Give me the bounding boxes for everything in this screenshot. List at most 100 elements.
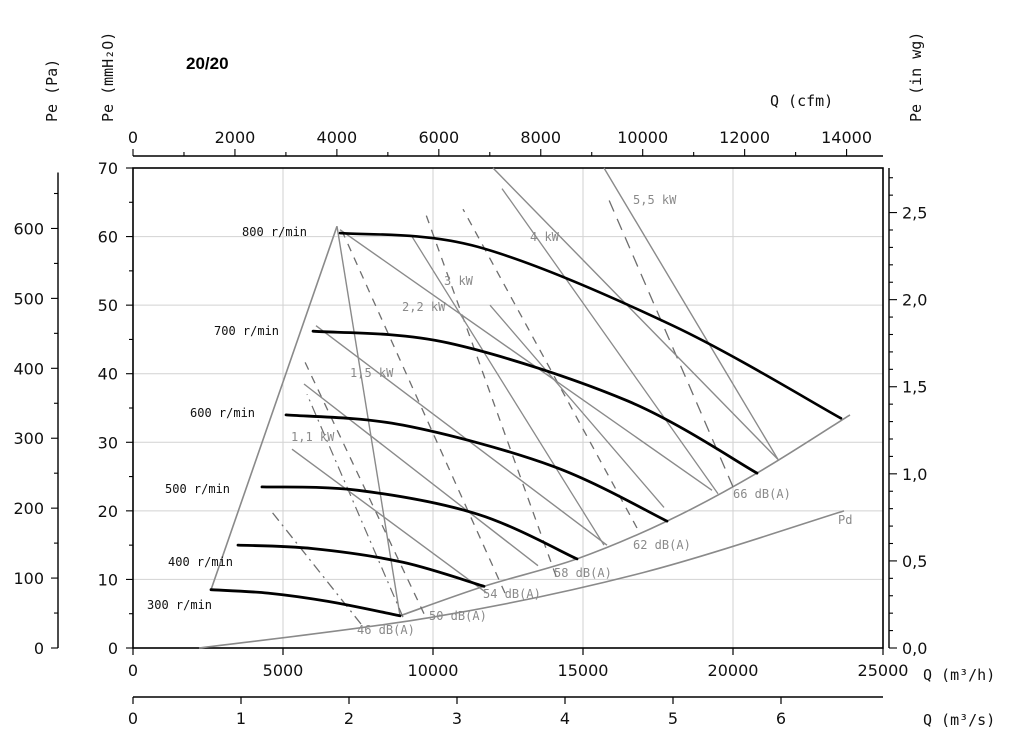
sound-line-5 — [606, 195, 734, 488]
tick-label-m3s-5: 5 — [668, 709, 678, 728]
tick-label-pa-4: 400 — [13, 359, 44, 378]
tick-label-mmh2o-3: 30 — [98, 433, 118, 452]
power-lines — [291, 167, 779, 594]
sound-line-1 — [303, 359, 425, 614]
sound-label-2: 54 dB(A) — [483, 587, 541, 601]
speed-label-3: 600 r/min — [190, 406, 255, 420]
tick-label-mmh2o-0: 0 — [108, 639, 118, 658]
power-label-1: 1,5 kW — [350, 366, 394, 380]
power-line-2 — [315, 325, 608, 546]
y-axis-inwg: 0,0 0,5 1,0 1,5 2,0 2,5 — [888, 168, 927, 658]
power-label-5: 5,5 kW — [633, 193, 677, 207]
x-axis-m3s: 0 1 2 3 4 5 6 — [128, 696, 883, 728]
tick-label-m3h-1: 5000 — [263, 661, 304, 680]
y-axis-mmh2o: 0 10 20 30 40 50 60 70 — [98, 159, 133, 658]
sound-line-2 — [342, 232, 506, 594]
tick-label-mmh2o-7: 70 — [98, 159, 118, 178]
power-line-4 — [492, 167, 779, 460]
tick-label-inwg-0: 0,0 — [902, 639, 927, 658]
speed-label-1: 400 r/min — [168, 555, 233, 569]
y-label-pa: Pe (Pa) — [43, 59, 61, 122]
speed-label-4: 700 r/min — [214, 324, 279, 338]
tick-label-cfm-5: 10000 — [617, 128, 668, 147]
power-line-extra-2 — [501, 188, 719, 495]
speed-label-5: 800 r/min — [242, 225, 307, 239]
tick-label-mmh2o-2: 20 — [98, 502, 118, 521]
tick-label-cfm-0: 0 — [128, 128, 138, 147]
power-line-extra-0 — [411, 236, 605, 546]
y-label-inwg: Pe (in wg) — [907, 32, 925, 122]
tick-label-m3s-2: 2 — [344, 709, 354, 728]
tick-label-cfm-6: 12000 — [719, 128, 770, 147]
power-label-2: 2,2 kW — [402, 300, 446, 314]
sound-line-0 — [270, 510, 362, 625]
speed-curve-700 — [311, 329, 759, 475]
tick-label-m3s-4: 4 — [560, 709, 570, 728]
speed-curve-300 — [209, 588, 402, 618]
tick-label-m3h-4: 20000 — [708, 661, 759, 680]
tick-label-m3h-5: 25000 — [858, 661, 909, 680]
tick-label-inwg-5: 2,5 — [902, 204, 927, 223]
pd-curve — [198, 510, 845, 649]
power-line-3 — [339, 229, 713, 491]
tick-label-pa-0: 0 — [34, 639, 44, 658]
sound-line-extra — [306, 394, 404, 618]
tick-label-cfm-4: 8000 — [520, 128, 561, 147]
tick-label-pa-1: 100 — [13, 569, 44, 588]
tick-label-m3s-6: 6 — [776, 709, 786, 728]
tick-label-m3h-0: 0 — [128, 661, 138, 680]
tick-label-m3s-1: 1 — [236, 709, 246, 728]
x-label-m3h: Q (m³/h) — [923, 666, 995, 684]
power-line-1 — [303, 383, 539, 567]
speed-curves — [209, 231, 843, 618]
tick-label-inwg-4: 2,0 — [902, 291, 927, 310]
tick-label-pa-6: 600 — [13, 219, 44, 238]
tick-label-cfm-2: 4000 — [317, 128, 358, 147]
chart-title: 20/20 — [186, 54, 229, 73]
operating-envelope — [210, 226, 851, 617]
tick-label-pa-2: 200 — [13, 499, 44, 518]
x-label-cfm: Q (cfm) — [770, 92, 833, 110]
tick-label-mmh2o-1: 10 — [98, 570, 118, 589]
sound-line-4 — [462, 208, 638, 529]
tick-label-cfm-7: 14000 — [821, 128, 872, 147]
speed-label-0: 300 r/min — [147, 598, 212, 612]
power-line-0 — [291, 448, 488, 594]
tick-label-mmh2o-6: 60 — [98, 228, 118, 247]
y-label-mmh2o: Pe (mmH₂O) — [99, 32, 117, 122]
tick-label-inwg-3: 1,5 — [902, 378, 927, 397]
speed-label-2: 500 r/min — [165, 482, 230, 496]
tick-label-pa-5: 500 — [13, 289, 44, 308]
speed-curve-400 — [236, 543, 486, 588]
curve-labels: 300 r/min 400 r/min 500 r/min 600 r/min 700 … — [147, 193, 852, 637]
envelope-right — [399, 414, 851, 617]
x-label-m3s: Q (m³/s) — [923, 711, 995, 729]
x-axis-m3h: 0 5000 10000 15000 20000 25000 — [128, 648, 909, 680]
speed-curve-800 — [338, 231, 843, 420]
tick-label-mmh2o-4: 40 — [98, 365, 118, 384]
sound-label-3: 58 dB(A) — [554, 566, 612, 580]
tick-label-m3h-2: 10000 — [408, 661, 459, 680]
sound-label-5: 66 dB(A) — [733, 487, 791, 501]
tick-label-inwg-2: 1,0 — [902, 465, 927, 484]
tick-label-m3s-0: 0 — [128, 709, 138, 728]
tick-label-inwg-1: 0,5 — [902, 552, 927, 571]
sound-lines — [270, 195, 734, 625]
tick-label-mmh2o-5: 50 — [98, 296, 118, 315]
pd-curve-group — [198, 510, 845, 649]
power-label-0: 1,1 kW — [291, 430, 335, 444]
power-line-5 — [603, 167, 779, 460]
speed-curve-500 — [260, 485, 579, 561]
tick-label-m3h-3: 15000 — [558, 661, 609, 680]
envelope-left — [210, 226, 338, 590]
tick-label-cfm-3: 6000 — [418, 128, 459, 147]
y-axis-pa: 0 100 200 300 400 500 600 — [13, 172, 59, 658]
sound-line-3 — [423, 208, 557, 577]
speed-curve-600 — [284, 413, 669, 523]
pd-label: Pd — [838, 513, 852, 527]
tick-label-m3s-3: 3 — [452, 709, 462, 728]
power-label-3: 3 kW — [444, 274, 474, 288]
tick-label-cfm-1: 2000 — [215, 128, 256, 147]
